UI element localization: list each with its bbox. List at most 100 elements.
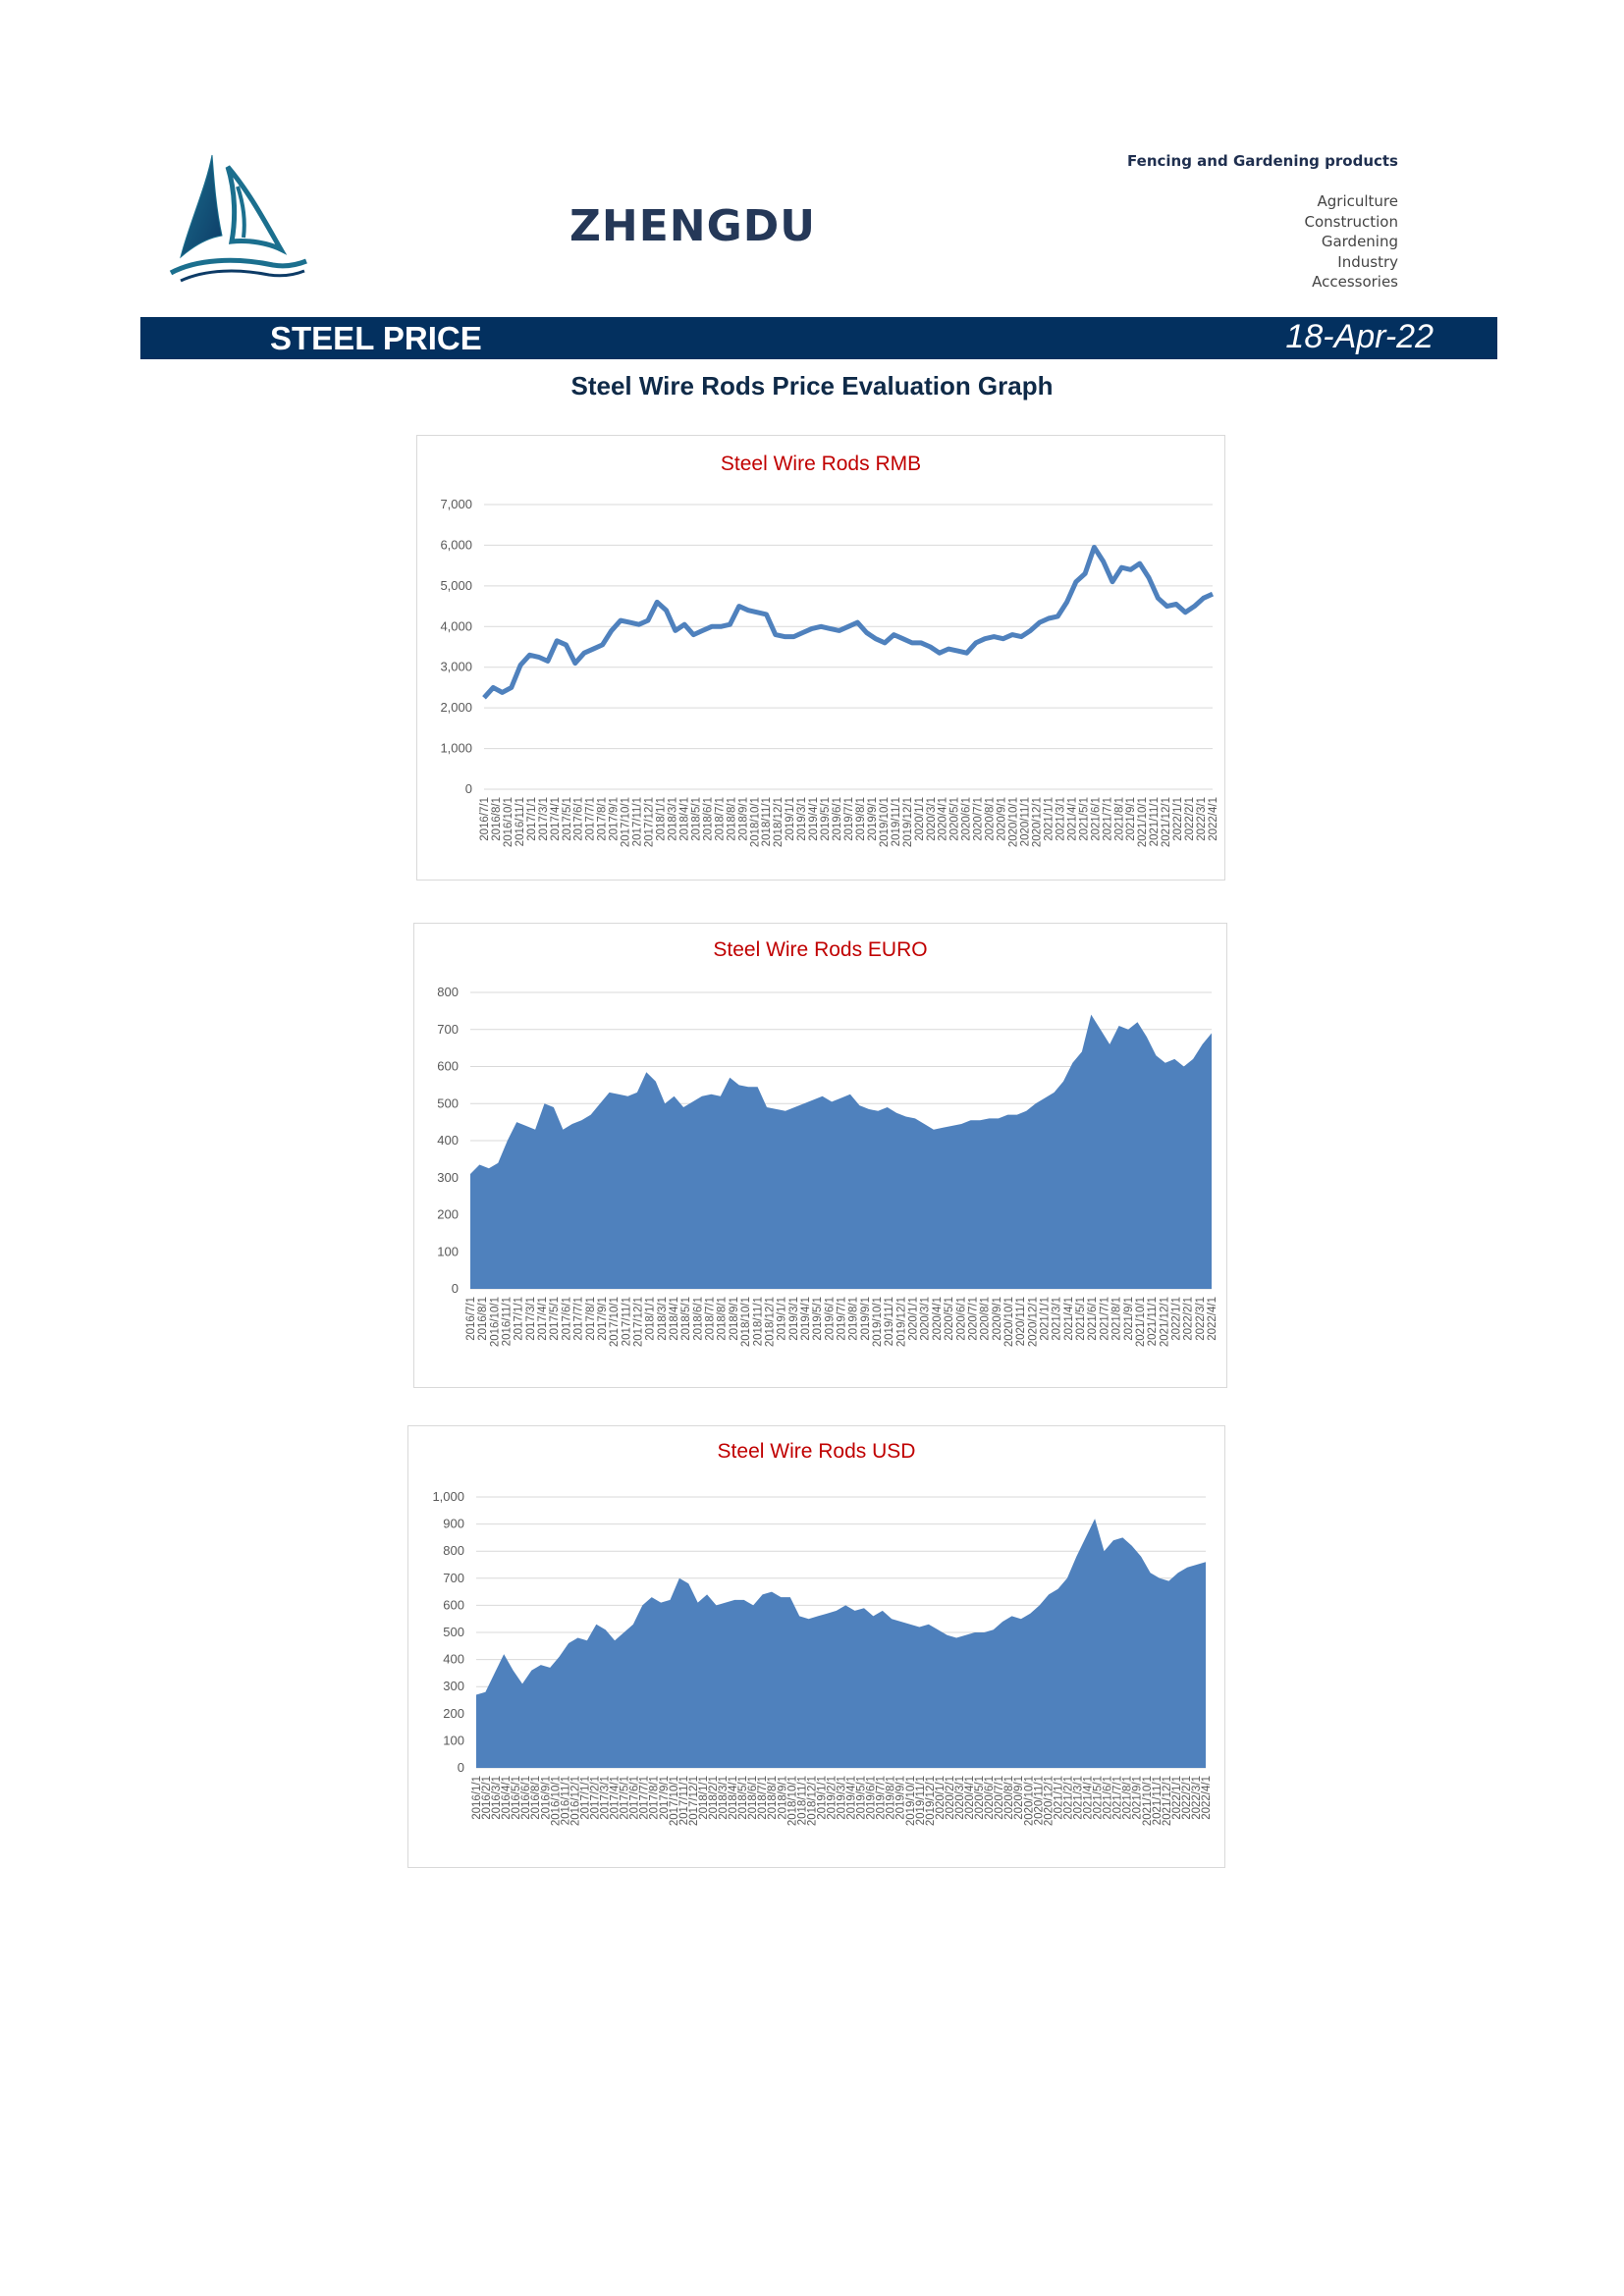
- x-tick-label: 2018/7/1: [714, 797, 726, 841]
- y-tick-label: 3,000: [440, 660, 472, 674]
- x-tick-label: 2019/8/1: [848, 1297, 860, 1341]
- x-tick-label: 2016/6/1: [520, 1776, 532, 1820]
- x-tick-label: 2021/12/1: [1161, 797, 1172, 847]
- x-tick-label: 2019/9/1: [867, 797, 879, 841]
- x-tick-label: 2019/4/1: [800, 1297, 812, 1341]
- x-tick-label: 2020/1/1: [908, 1297, 920, 1341]
- x-tick-label: 2018/3/1: [657, 1297, 669, 1341]
- x-tick-label: 2018/7/1: [757, 1776, 769, 1820]
- x-tick-label: 2020/10/1: [1003, 1297, 1015, 1347]
- category-accessories: Accessories: [1312, 273, 1398, 291]
- x-tick-label: 2020/4/1: [964, 1776, 976, 1820]
- x-tick-label: 2019/1/1: [816, 1776, 828, 1820]
- y-tick-label: 4,000: [440, 618, 472, 633]
- category-agriculture: Agriculture: [1317, 192, 1399, 210]
- y-tick-label: 100: [443, 1733, 464, 1747]
- chart-rmb-svg: Steel Wire Rods RMB 0 1,000 2,000 3,000 4,000…: [440, 453, 1219, 847]
- x-tick-label: 2020/11/1: [1033, 1776, 1045, 1825]
- x-tick-label: 2021/3/1: [1072, 1776, 1084, 1820]
- series-area: [476, 1519, 1206, 1768]
- x-tick-label: 2017/12/1: [644, 797, 656, 847]
- x-tick-label: 2018/11/1: [752, 1297, 764, 1346]
- x-tick-label: 2017/3/1: [525, 1297, 537, 1341]
- x-tick-label: 2020/1/1: [914, 797, 926, 841]
- x-tick-label: 2021/10/1: [1142, 1776, 1154, 1826]
- x-tick-label: 2020/10/1: [1023, 1776, 1035, 1826]
- x-tick-label: 2021/7/1: [1112, 1776, 1124, 1820]
- x-tick-label: 2017/9/1: [609, 797, 621, 841]
- chart-title: Steel Wire Rods USD: [718, 1440, 916, 1463]
- x-tick-label: 2018/10/1: [749, 797, 761, 847]
- x-tick-label: 2019/10/1: [872, 1297, 884, 1347]
- chart-usd: Steel Wire Rods USD 0 100 200 300 400 500 600 70…: [407, 1425, 1225, 1868]
- x-tick-label: 2021/11/1: [1147, 1297, 1159, 1346]
- x-tick-label: 2021/6/1: [1103, 1776, 1114, 1820]
- x-tick-label: 2020/6/1: [984, 1776, 996, 1820]
- x-tick-label: 2020/3/1: [926, 797, 938, 841]
- x-tick-label: 2017/6/1: [573, 797, 585, 841]
- chart-title: Steel Wire Rods EURO: [713, 938, 927, 961]
- x-tick-label: 2021/4/1: [1066, 797, 1078, 841]
- x-tick-label: 2018/11/1: [761, 797, 773, 846]
- x-tick-label: 2017/8/1: [597, 797, 609, 841]
- y-tick-label: 400: [443, 1652, 464, 1667]
- x-tick-label: 2018/8/1: [717, 1297, 729, 1341]
- category-construction: Construction: [1304, 212, 1398, 231]
- x-tick-label: 2019/7/1: [837, 1297, 848, 1341]
- x-tick-label: 2021/10/1: [1135, 1297, 1147, 1347]
- y-tick-label: 300: [443, 1679, 464, 1693]
- sailboat-logo: [169, 154, 307, 283]
- x-tick-label: 2022/1/1: [1171, 1776, 1183, 1820]
- x-tick-label: 2018/12/1: [773, 797, 785, 847]
- x-tick-label: 2020/10/1: [1008, 797, 1020, 847]
- y-tick-label: 200: [437, 1207, 459, 1222]
- x-tick-label: 2017/10/1: [621, 797, 632, 847]
- x-tick-label: 2017/5/1: [562, 797, 573, 841]
- x-tick-label: 2019/9/1: [860, 1297, 872, 1341]
- x-tick-label: 2016/4/1: [501, 1776, 513, 1820]
- x-tick-label: 2019/12/1: [895, 1297, 907, 1347]
- x-tick-label: 2016/10/1: [489, 1297, 501, 1347]
- y-tick-label: 600: [443, 1597, 464, 1612]
- x-tick-label: 2018/5/1: [680, 1297, 692, 1341]
- x-tick-label: 2019/10/1: [905, 1776, 917, 1826]
- x-tick-label: 2020/7/1: [973, 797, 985, 841]
- x-tick-label: 2022/2/1: [1183, 1297, 1195, 1341]
- x-tick-label: 2017/8/1: [649, 1776, 661, 1820]
- x-tick-label: 2017/12/1: [632, 1297, 644, 1347]
- x-tick-label: 2020/8/1: [1003, 1776, 1015, 1820]
- x-tick-label: 2017/6/1: [561, 1297, 572, 1341]
- x-tick-label: 2018/8/1: [726, 797, 737, 841]
- x-tick-label: 2017/7/1: [585, 797, 597, 841]
- x-tick-label: 2017/5/1: [549, 1297, 561, 1341]
- x-tick-label: 2022/2/1: [1184, 797, 1196, 841]
- x-tick-label: 2018/4/1: [728, 1776, 739, 1820]
- x-tick-label: 2017/11/1: [678, 1776, 690, 1825]
- x-tick-label: 2019/5/1: [812, 1297, 824, 1341]
- x-tick-label: 2018/3/1: [667, 797, 678, 841]
- x-tick-label: 2018/2/1: [708, 1776, 720, 1820]
- x-tick-label: 2020/12/1: [1031, 797, 1043, 847]
- x-tick-label: 2021/5/1: [1093, 1776, 1105, 1820]
- x-tick-label: 2020/4/1: [938, 797, 949, 841]
- x-tick-label: 2018/9/1: [777, 1776, 788, 1820]
- x-tick-label: 2016/8/1: [530, 1776, 542, 1820]
- x-tick-label: 2021/11/1: [1149, 797, 1161, 846]
- y-tick-label: 400: [437, 1133, 459, 1148]
- x-tick-label: 2021/6/1: [1087, 1297, 1099, 1341]
- series-area: [470, 1014, 1212, 1289]
- series-line: [482, 545, 1215, 700]
- x-tick-label: 2019/1/1: [785, 797, 796, 841]
- x-tick-label: 2021/11/1: [1152, 1776, 1164, 1825]
- y-tick-label: 500: [443, 1625, 464, 1639]
- chart-euro-svg: Steel Wire Rods EURO 0 100 200 300 400 500 600 7…: [437, 938, 1218, 1347]
- x-tick-label: 2021/3/1: [1052, 1297, 1063, 1341]
- x-tick-label: 2021/4/1: [1083, 1776, 1095, 1820]
- x-tick-label: 2019/6/1: [824, 1297, 836, 1341]
- x-tick-label: 2016/3/1: [491, 1776, 503, 1820]
- x-tick-label: 2021/5/1: [1075, 1297, 1087, 1341]
- x-tick-label: 2017/9/1: [597, 1297, 609, 1341]
- x-tick-label: 2019/12/1: [925, 1776, 937, 1826]
- x-tick-label: 2021/3/1: [1055, 797, 1066, 841]
- x-tick-label: 2020/6/1: [961, 797, 973, 841]
